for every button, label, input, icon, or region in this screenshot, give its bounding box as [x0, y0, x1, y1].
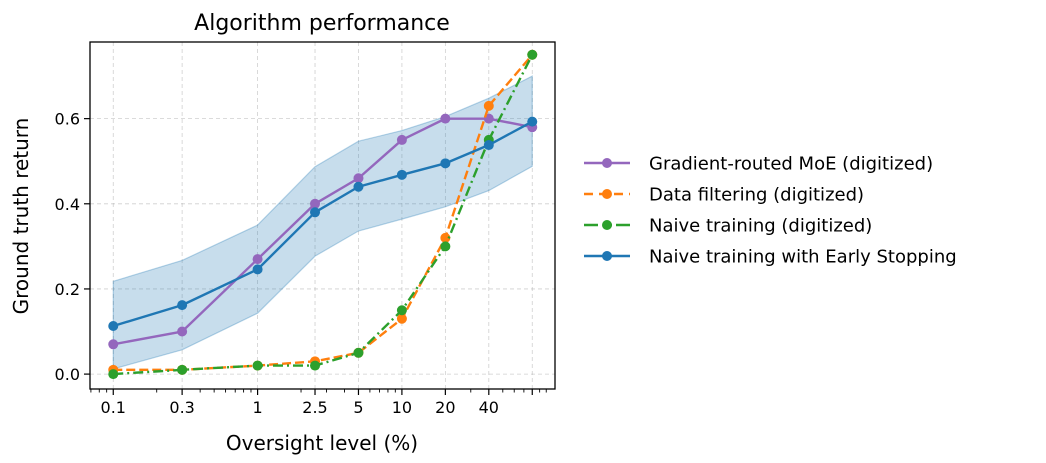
series-marker	[396, 305, 407, 316]
series-marker	[483, 140, 494, 151]
series-marker	[353, 173, 364, 184]
x-tick-label: 20	[435, 398, 455, 417]
series-marker	[483, 100, 494, 111]
series-marker	[440, 241, 451, 252]
y-tick-label: 0.2	[55, 280, 80, 299]
series-marker	[310, 360, 321, 371]
legend-marker	[602, 189, 612, 199]
series-marker	[527, 49, 538, 60]
x-tick-label: 2.5	[302, 398, 327, 417]
series-marker	[310, 207, 321, 218]
x-tick-label: 0.1	[101, 398, 126, 417]
legend-label: Data filtering (digitized)	[649, 185, 864, 206]
y-tick-label: 0.4	[55, 195, 80, 214]
legend-marker	[602, 220, 612, 230]
series-marker	[396, 169, 407, 180]
legend-marker	[602, 251, 612, 261]
series-marker	[396, 313, 407, 324]
y-axis-label: Ground truth return	[9, 118, 33, 315]
y-tick-label: 0.6	[55, 110, 80, 129]
chart-title: Algorithm performance	[194, 11, 450, 36]
series-marker	[440, 232, 451, 243]
series-marker	[353, 347, 364, 358]
legend-label: Naive training with Early Stopping	[649, 247, 957, 268]
legend: Gradient-routed MoE (digitized) Data filt…	[584, 154, 957, 268]
x-axis-label: Oversight level (%)	[226, 431, 418, 455]
series-marker	[310, 198, 321, 209]
series-marker	[440, 158, 451, 169]
legend-item: Gradient-routed MoE (digitized)	[584, 154, 933, 175]
series-marker	[440, 113, 451, 124]
x-tick-label: 10	[392, 398, 412, 417]
series-marker	[252, 360, 263, 371]
series-marker	[252, 254, 263, 265]
series-marker	[252, 264, 263, 275]
series-marker	[108, 369, 119, 380]
series-marker	[396, 134, 407, 145]
legend-marker	[602, 158, 612, 168]
series-marker	[353, 181, 364, 192]
data-series	[108, 49, 538, 380]
series-marker	[108, 339, 119, 350]
plot-frame	[89, 41, 556, 390]
series-marker	[527, 116, 538, 127]
x-tick-label: 5	[353, 398, 363, 417]
confidence-band	[112, 75, 533, 370]
y-tick-label: 0.0	[55, 365, 80, 384]
x-tick-label: 0.3	[169, 398, 194, 417]
series-marker	[177, 364, 188, 375]
legend-item: Data filtering (digitized)	[584, 185, 864, 206]
x-tick-label: 1	[252, 398, 262, 417]
legend-label: Naive training (digitized)	[649, 216, 872, 237]
series-marker	[177, 326, 188, 337]
x-axis-ticks: 0.1 0.3 1 2.5 5 10 20 40	[90, 389, 547, 417]
x-tick-label: 40	[479, 398, 499, 417]
legend-item: Naive training (digitized)	[584, 216, 872, 237]
legend-item: Naive training with Early Stopping	[584, 247, 957, 268]
y-axis-ticks: 0.0 0.2 0.4 0.6	[55, 110, 90, 384]
early-stopping-confidence-band	[112, 75, 533, 370]
series-marker	[108, 320, 119, 331]
legend-label: Gradient-routed MoE (digitized)	[649, 154, 933, 175]
series-marker	[177, 300, 188, 311]
